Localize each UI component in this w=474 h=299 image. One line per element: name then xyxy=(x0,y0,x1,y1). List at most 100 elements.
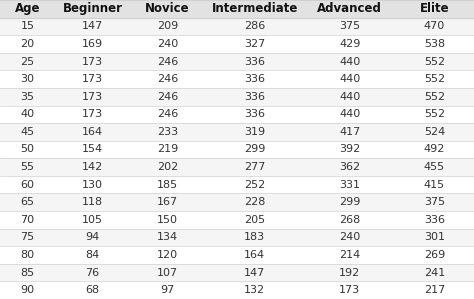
Text: Age: Age xyxy=(15,2,40,15)
Text: 183: 183 xyxy=(244,232,265,242)
Text: 35: 35 xyxy=(20,92,35,102)
Text: 429: 429 xyxy=(339,39,361,49)
Text: Intermediate: Intermediate xyxy=(211,2,298,15)
Bar xyxy=(0,106,474,123)
Text: 40: 40 xyxy=(20,109,35,119)
Bar xyxy=(0,246,474,264)
Text: 214: 214 xyxy=(339,250,360,260)
Text: 167: 167 xyxy=(157,197,178,207)
Text: 455: 455 xyxy=(424,162,445,172)
Text: 90: 90 xyxy=(20,285,35,295)
Bar xyxy=(0,53,474,70)
Bar xyxy=(0,70,474,88)
Text: 85: 85 xyxy=(20,268,35,277)
Text: 147: 147 xyxy=(82,22,103,31)
Text: 192: 192 xyxy=(339,268,360,277)
Text: 164: 164 xyxy=(82,127,103,137)
Bar xyxy=(0,0,474,18)
Bar xyxy=(0,158,474,176)
Text: 299: 299 xyxy=(339,197,361,207)
Text: 80: 80 xyxy=(20,250,35,260)
Bar xyxy=(0,193,474,211)
Text: 246: 246 xyxy=(157,74,178,84)
Text: 440: 440 xyxy=(339,109,360,119)
Text: 228: 228 xyxy=(244,197,265,207)
Text: 202: 202 xyxy=(157,162,178,172)
Text: 84: 84 xyxy=(85,250,100,260)
Text: 68: 68 xyxy=(85,285,100,295)
Text: 492: 492 xyxy=(424,144,445,155)
Text: 252: 252 xyxy=(244,180,265,190)
Text: 147: 147 xyxy=(244,268,265,277)
Text: 132: 132 xyxy=(244,285,265,295)
Text: 336: 336 xyxy=(244,74,265,84)
Text: 173: 173 xyxy=(82,57,103,67)
Text: 233: 233 xyxy=(157,127,178,137)
Text: 524: 524 xyxy=(424,127,445,137)
Text: 154: 154 xyxy=(82,144,103,155)
Text: 241: 241 xyxy=(424,268,445,277)
Text: 392: 392 xyxy=(339,144,360,155)
Text: 209: 209 xyxy=(157,22,178,31)
Text: 470: 470 xyxy=(424,22,445,31)
Text: 246: 246 xyxy=(157,92,178,102)
Bar xyxy=(0,281,474,299)
Text: 205: 205 xyxy=(244,215,265,225)
Bar xyxy=(0,18,474,35)
Bar xyxy=(0,35,474,53)
Text: 55: 55 xyxy=(20,162,35,172)
Text: 15: 15 xyxy=(20,22,35,31)
Text: 299: 299 xyxy=(244,144,265,155)
Text: 65: 65 xyxy=(20,197,35,207)
Text: 173: 173 xyxy=(82,92,103,102)
Text: 76: 76 xyxy=(85,268,100,277)
Text: 440: 440 xyxy=(339,92,360,102)
Text: 25: 25 xyxy=(20,57,35,67)
Text: 319: 319 xyxy=(244,127,265,137)
Text: 246: 246 xyxy=(157,57,178,67)
Bar xyxy=(0,211,474,229)
Text: 301: 301 xyxy=(424,232,445,242)
Text: 70: 70 xyxy=(20,215,35,225)
Text: 45: 45 xyxy=(20,127,35,137)
Text: 173: 173 xyxy=(82,109,103,119)
Text: 105: 105 xyxy=(82,215,103,225)
Text: Novice: Novice xyxy=(145,2,190,15)
Text: 552: 552 xyxy=(424,92,445,102)
Text: 142: 142 xyxy=(82,162,103,172)
Text: 269: 269 xyxy=(424,250,445,260)
Text: 94: 94 xyxy=(85,232,100,242)
Text: 331: 331 xyxy=(339,180,360,190)
Text: 362: 362 xyxy=(339,162,360,172)
Text: 268: 268 xyxy=(339,215,360,225)
Text: 217: 217 xyxy=(424,285,445,295)
Text: 173: 173 xyxy=(82,74,103,84)
Text: 60: 60 xyxy=(20,180,35,190)
Text: Beginner: Beginner xyxy=(63,2,122,15)
Text: 20: 20 xyxy=(20,39,35,49)
Text: 185: 185 xyxy=(157,180,178,190)
Text: 246: 246 xyxy=(157,109,178,119)
Text: Advanced: Advanced xyxy=(318,2,382,15)
Text: 173: 173 xyxy=(339,285,360,295)
Text: Elite: Elite xyxy=(419,2,449,15)
Text: 336: 336 xyxy=(244,109,265,119)
Bar xyxy=(0,123,474,141)
Text: 440: 440 xyxy=(339,57,360,67)
Text: 130: 130 xyxy=(82,180,103,190)
Text: 240: 240 xyxy=(157,39,178,49)
Text: 169: 169 xyxy=(82,39,103,49)
Text: 120: 120 xyxy=(157,250,178,260)
Bar xyxy=(0,264,474,281)
Text: 75: 75 xyxy=(20,232,35,242)
Bar xyxy=(0,88,474,106)
Text: 552: 552 xyxy=(424,109,445,119)
Text: 50: 50 xyxy=(20,144,35,155)
Text: 118: 118 xyxy=(82,197,103,207)
Text: 336: 336 xyxy=(244,92,265,102)
Text: 552: 552 xyxy=(424,57,445,67)
Text: 150: 150 xyxy=(157,215,178,225)
Bar xyxy=(0,141,474,158)
Text: 336: 336 xyxy=(424,215,445,225)
Text: 327: 327 xyxy=(244,39,265,49)
